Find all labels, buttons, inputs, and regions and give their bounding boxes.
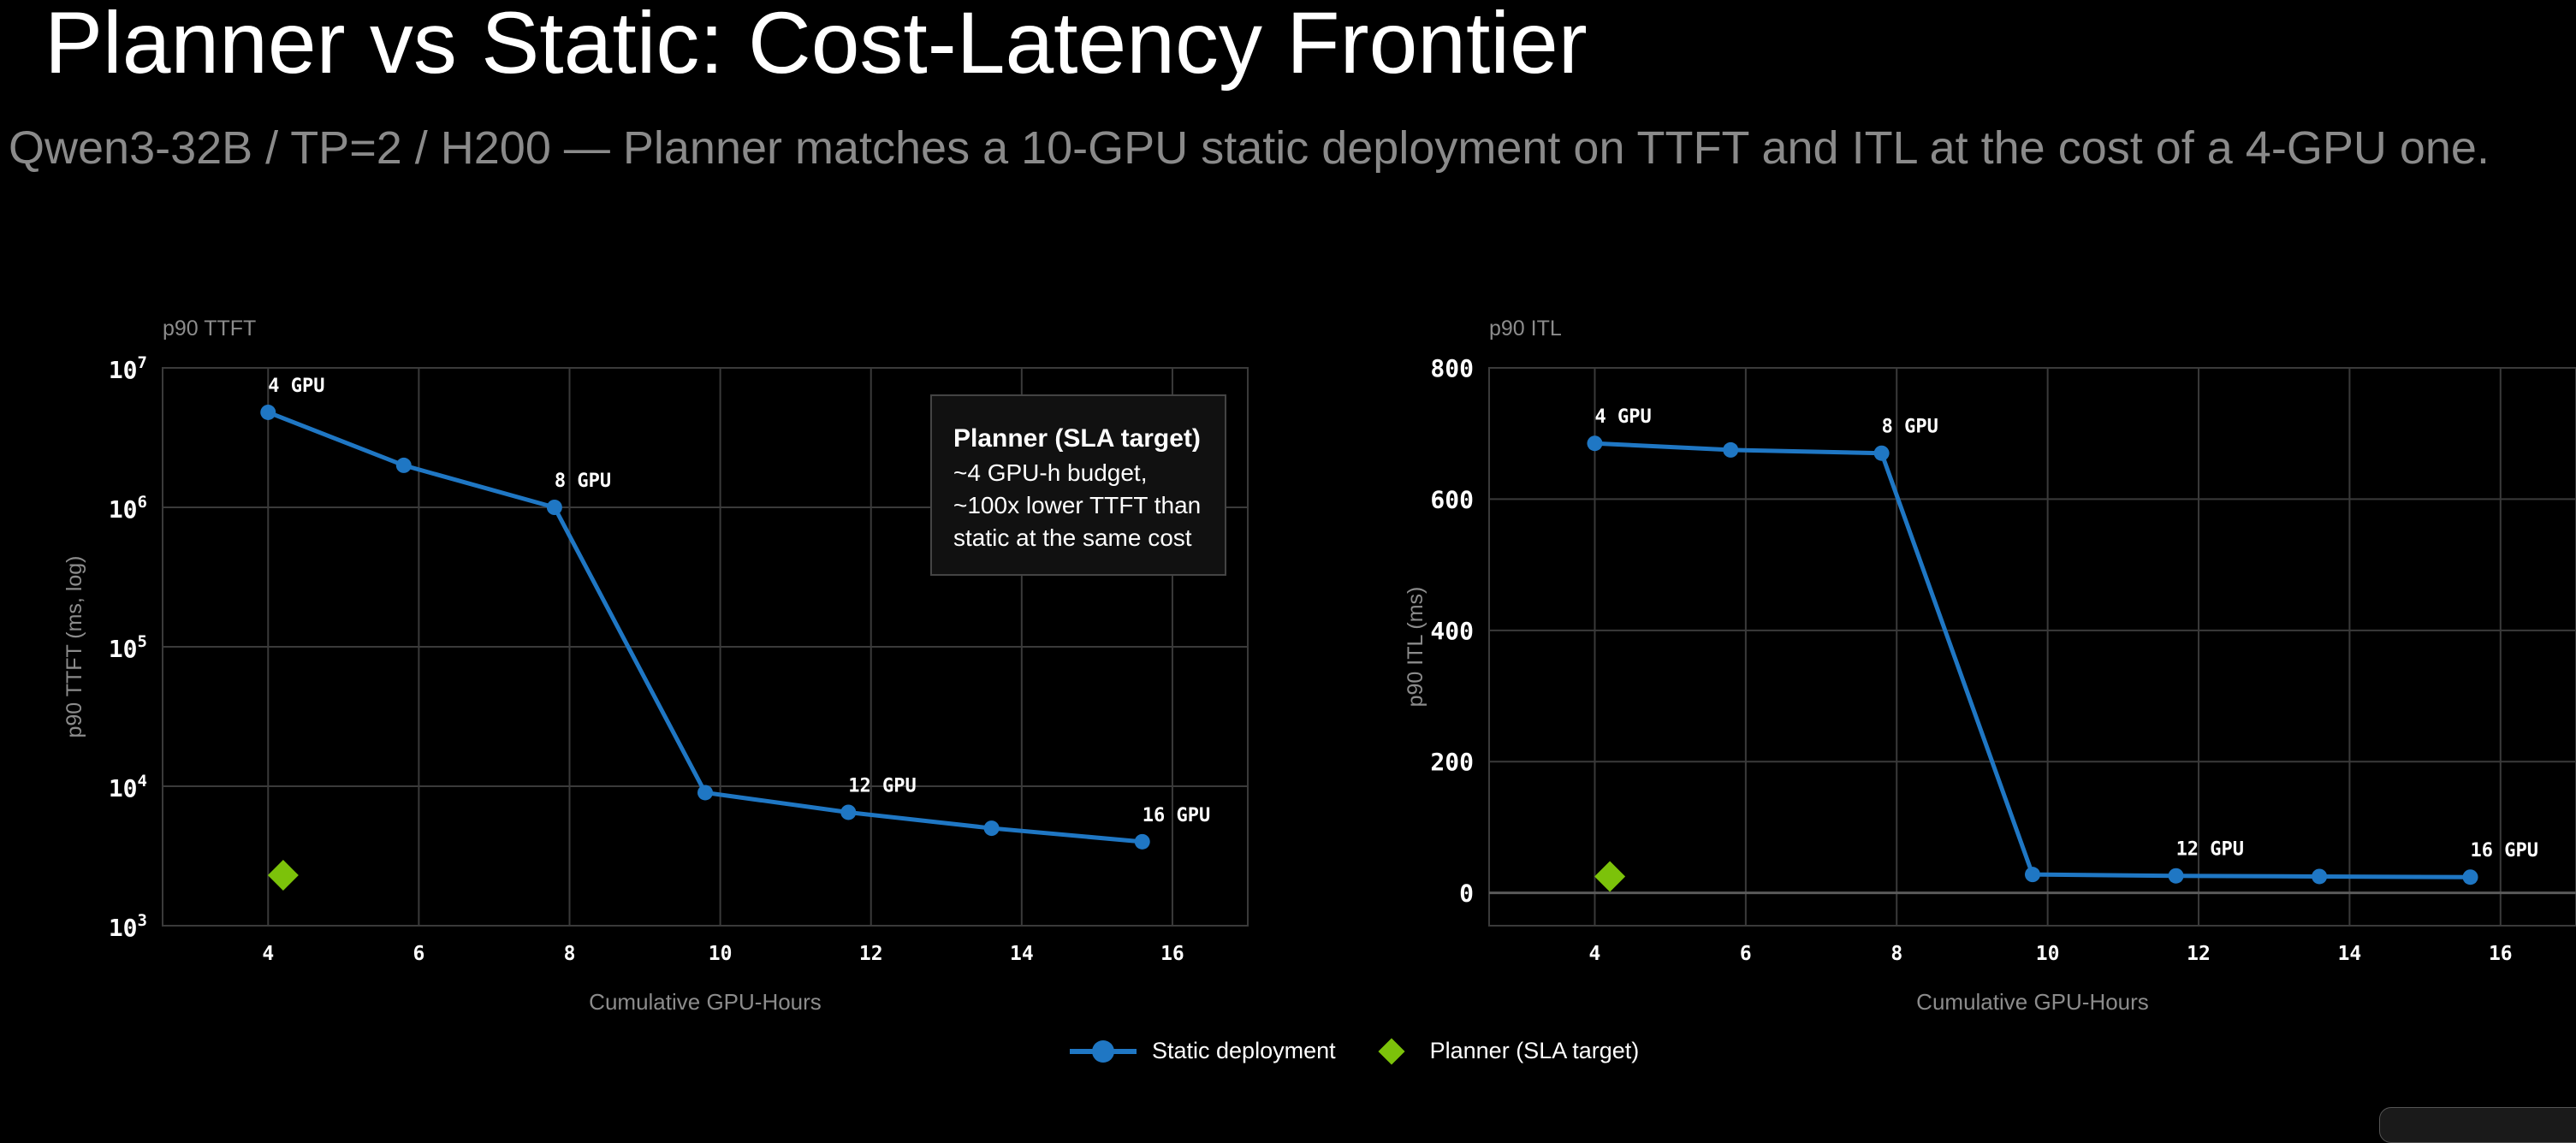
data-point-static[interactable] — [260, 404, 276, 420]
point-label: 8 GPU — [1882, 417, 1938, 438]
legend-item-planner[interactable]: Planner (SLA target) — [1375, 1037, 1640, 1065]
x-tick-label: 10 — [709, 943, 733, 965]
x-tick-label: 6 — [1740, 943, 1752, 965]
panel-title: p90 TTFT — [163, 317, 256, 341]
x-tick-label: 16 — [1160, 943, 1184, 965]
data-point-static[interactable] — [2025, 867, 2040, 883]
x-axis-label: Cumulative GPU-Hours — [589, 989, 822, 1015]
data-point-static[interactable] — [983, 820, 1000, 837]
data-point-planner[interactable] — [1594, 861, 1626, 892]
point-label: 12 GPU — [848, 775, 916, 797]
legend-item-static[interactable]: Static deployment — [1070, 1038, 1336, 1064]
data-point-static[interactable] — [1873, 445, 1890, 461]
panel-title: p90 ITL — [1489, 317, 1562, 341]
legend-diamond-icon — [1378, 1037, 1405, 1065]
annotation-line: ~4 GPU-h budget, — [953, 459, 1147, 486]
y-tick-label: 600 — [1430, 485, 1474, 513]
chart-2: 4 6 8 10 12 14 16 0 200 400 600 800 p90 ITL Cumulativ… — [1404, 317, 2576, 1015]
annotation-box: Planner (SLA target) ~4 GPU-h budget, ~100… — [930, 394, 1226, 576]
y-axis-label: p90 TTFT (ms, log) — [62, 555, 86, 737]
x-axis-label: Cumulative GPU-Hours — [1916, 989, 2149, 1015]
data-point-static[interactable] — [2168, 868, 2184, 884]
point-label: 4 GPU — [268, 376, 324, 397]
y-tick-label: 104 — [109, 772, 147, 802]
data-point-static[interactable] — [2462, 869, 2478, 885]
point-label: 8 GPU — [555, 471, 611, 492]
legend: Static deployment Planner (SLA target) — [1070, 1037, 1678, 1065]
x-tick-label: 4 — [1589, 943, 1601, 965]
x-tick-label: 8 — [564, 943, 576, 965]
data-point-static[interactable] — [1587, 435, 1603, 452]
point-label: 12 GPU — [2176, 839, 2244, 861]
x-tick-label: 16 — [2489, 943, 2513, 965]
page-title: Planner vs Static: Cost-Latency Frontier — [45, 0, 1588, 92]
x-tick-label: 10 — [2036, 943, 2060, 965]
data-point-static[interactable] — [697, 785, 713, 801]
data-point-static[interactable] — [1723, 441, 1739, 458]
y-tick-label: 800 — [1430, 354, 1474, 382]
y-tick-label: 106 — [109, 493, 147, 524]
legend-label-static: Static deployment — [1152, 1038, 1336, 1063]
legend-label-planner: Planner (SLA target) — [1429, 1038, 1640, 1063]
corner-tab[interactable] — [2379, 1107, 2576, 1143]
x-tick-label: 4 — [262, 943, 274, 965]
data-point-static[interactable] — [1134, 833, 1150, 850]
series-line-static — [1594, 441, 2471, 879]
y-tick-label: 107 — [109, 353, 147, 384]
annotation-title: Planner (SLA target) — [953, 424, 1201, 453]
annotation-line: static at the same cost — [953, 524, 1192, 551]
page-subtitle: Qwen3-32B / TP=2 / H200 — Planner matche… — [9, 122, 2490, 174]
y-axis-label: p90 ITL (ms) — [1404, 587, 1427, 708]
x-tick-label: 6 — [413, 943, 424, 965]
legend-line-marker-icon — [1070, 1039, 1137, 1064]
data-point-static[interactable] — [546, 500, 562, 515]
data-point-static[interactable] — [840, 804, 857, 820]
y-tick-label: 200 — [1430, 748, 1474, 776]
annotation-frame — [930, 394, 1226, 576]
x-tick-label: 14 — [2338, 943, 2362, 965]
point-label: 16 GPU — [1143, 805, 1210, 826]
chart-1: 4 6 8 10 12 14 16 103 104 105 106 107 p90 TTFT Cumula… — [62, 317, 1249, 1015]
annotation-line: ~100x lower TTFT than — [953, 492, 1201, 518]
x-tick-label: 14 — [1010, 943, 1034, 965]
y-tick-label: 103 — [109, 911, 147, 942]
x-tick-label: 12 — [2187, 943, 2211, 965]
plot-area — [1488, 367, 2576, 927]
y-tick-label: 0 — [1459, 879, 1474, 908]
data-point-planner[interactable] — [267, 860, 299, 891]
data-point-static[interactable] — [2312, 868, 2328, 885]
data-point-static[interactable] — [395, 457, 412, 473]
y-tick-label: 105 — [109, 632, 147, 663]
point-label: 4 GPU — [1594, 406, 1651, 428]
x-tick-label: 12 — [859, 943, 883, 965]
point-label: 16 GPU — [2471, 840, 2538, 862]
y-tick-label: 400 — [1430, 617, 1474, 645]
x-tick-label: 8 — [1890, 943, 1902, 965]
